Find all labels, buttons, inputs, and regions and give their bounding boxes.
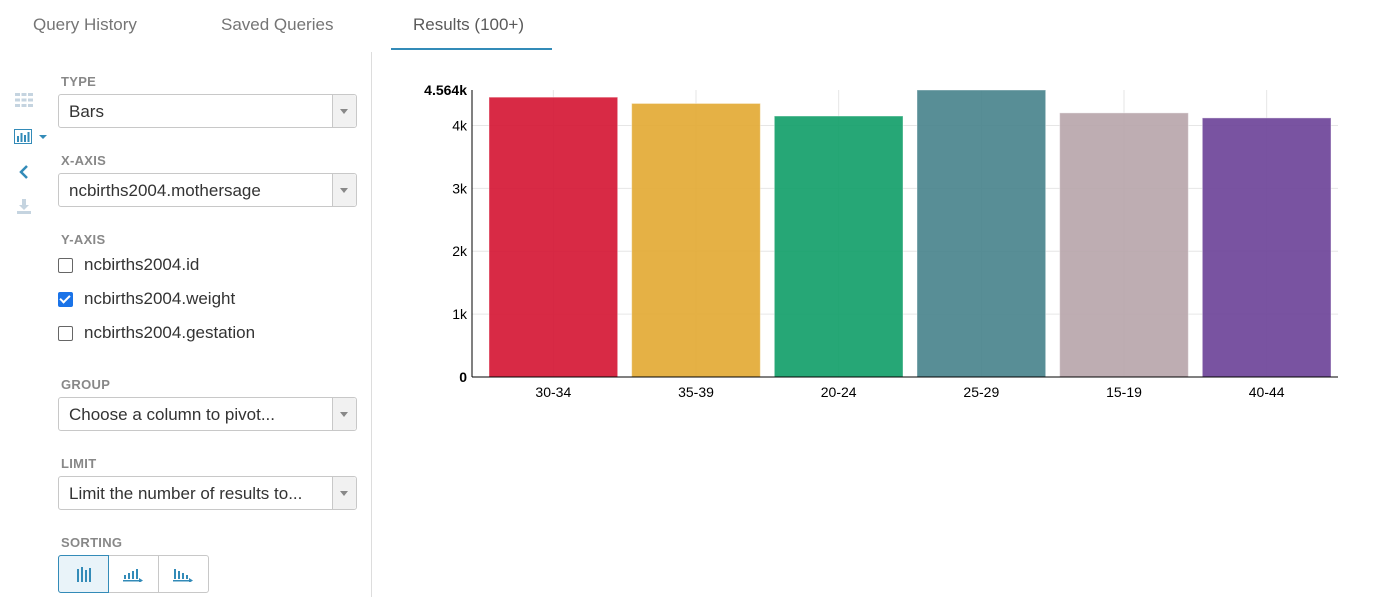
tab-bar: Query History Saved Queries Results (100… (0, 0, 1377, 52)
sort-none-button[interactable] (58, 555, 110, 593)
yaxis-option-gestation[interactable]: ncbirths2004.gestation (58, 323, 255, 343)
x-tick-label: 20-24 (821, 384, 857, 400)
sorting-label: SORTING (61, 535, 123, 550)
x-tick-label: 35-39 (678, 384, 714, 400)
chevron-down-icon (332, 95, 356, 127)
active-tab-indicator (391, 48, 552, 50)
bar-35-39[interactable] (631, 102, 761, 378)
bar-25-29[interactable] (916, 89, 1047, 378)
checkbox-unchecked[interactable] (58, 325, 73, 341)
sort-ascending-button[interactable] (108, 556, 159, 592)
sort-ascending-icon (122, 569, 143, 582)
x-tick-label: 15-19 (1106, 384, 1142, 400)
limit-select-placeholder: Limit the number of results to... (69, 484, 303, 503)
x-tick-label: 25-29 (963, 384, 999, 400)
type-select-value: Bars (69, 102, 104, 121)
grid-view-icon[interactable] (12, 88, 36, 112)
sort-descending-button[interactable] (159, 556, 208, 592)
xaxis-select[interactable]: ncbirths2004.mothersage (58, 173, 357, 207)
bar-40-44[interactable] (1201, 117, 1332, 378)
bars-unsorted-icon (76, 567, 91, 582)
checkbox-checked[interactable] (58, 291, 73, 307)
xaxis-select-value: ncbirths2004.mothersage (69, 181, 261, 200)
tab-query-history[interactable]: Query History (33, 15, 137, 34)
bar-30-34[interactable] (488, 96, 619, 378)
type-select[interactable]: Bars (58, 94, 357, 128)
sort-descending-icon (173, 569, 194, 582)
y-tick-label: 2k (452, 243, 468, 259)
bar-15-19[interactable] (1059, 112, 1189, 378)
yaxis-option-id[interactable]: ncbirths2004.id (58, 255, 199, 275)
checkbox-unchecked[interactable] (58, 257, 73, 273)
limit-label: LIMIT (61, 456, 97, 471)
chevron-down-icon (332, 477, 356, 509)
y-tick-label: 3k (452, 180, 468, 196)
bar-chart: 0 1k 2k 3k 4k 4.564k 30-34 35-39 20-24 25-29 15-19… (424, 82, 1338, 400)
group-select-placeholder: Choose a column to pivot... (69, 405, 276, 424)
y-tick-label: 0 (459, 369, 467, 385)
y-max-label: 4.564k (424, 82, 467, 98)
x-tick-label: 40-44 (1249, 384, 1285, 400)
sorting-button-group (58, 555, 209, 593)
tab-results[interactable]: Results (100+) (413, 15, 525, 34)
group-select[interactable]: Choose a column to pivot... (58, 397, 357, 431)
x-tick-label: 30-34 (535, 384, 571, 400)
yaxis-option-label: ncbirths2004.gestation (84, 323, 256, 342)
yaxis-label: Y-AXIS (61, 232, 106, 247)
xaxis-label: X-AXIS (61, 153, 107, 168)
collapse-panel-icon[interactable] (12, 160, 36, 184)
yaxis-option-label: ncbirths2004.weight (84, 289, 236, 308)
y-tick-label: 1k (452, 306, 468, 322)
y-tick-label: 4k (452, 117, 468, 133)
tab-saved-queries[interactable]: Saved Queries (221, 15, 334, 34)
bar-chart-icon[interactable] (12, 125, 52, 149)
panel-divider (371, 52, 372, 597)
group-label: GROUP (61, 377, 111, 392)
chevron-down-icon (332, 174, 356, 206)
chevron-down-icon (332, 398, 356, 430)
bar-20-24[interactable] (773, 115, 904, 378)
download-icon[interactable] (12, 194, 36, 218)
type-label: TYPE (61, 74, 97, 89)
yaxis-option-weight[interactable]: ncbirths2004.weight (58, 289, 235, 309)
yaxis-option-label: ncbirths2004.id (84, 255, 200, 274)
limit-select[interactable]: Limit the number of results to... (58, 476, 357, 510)
